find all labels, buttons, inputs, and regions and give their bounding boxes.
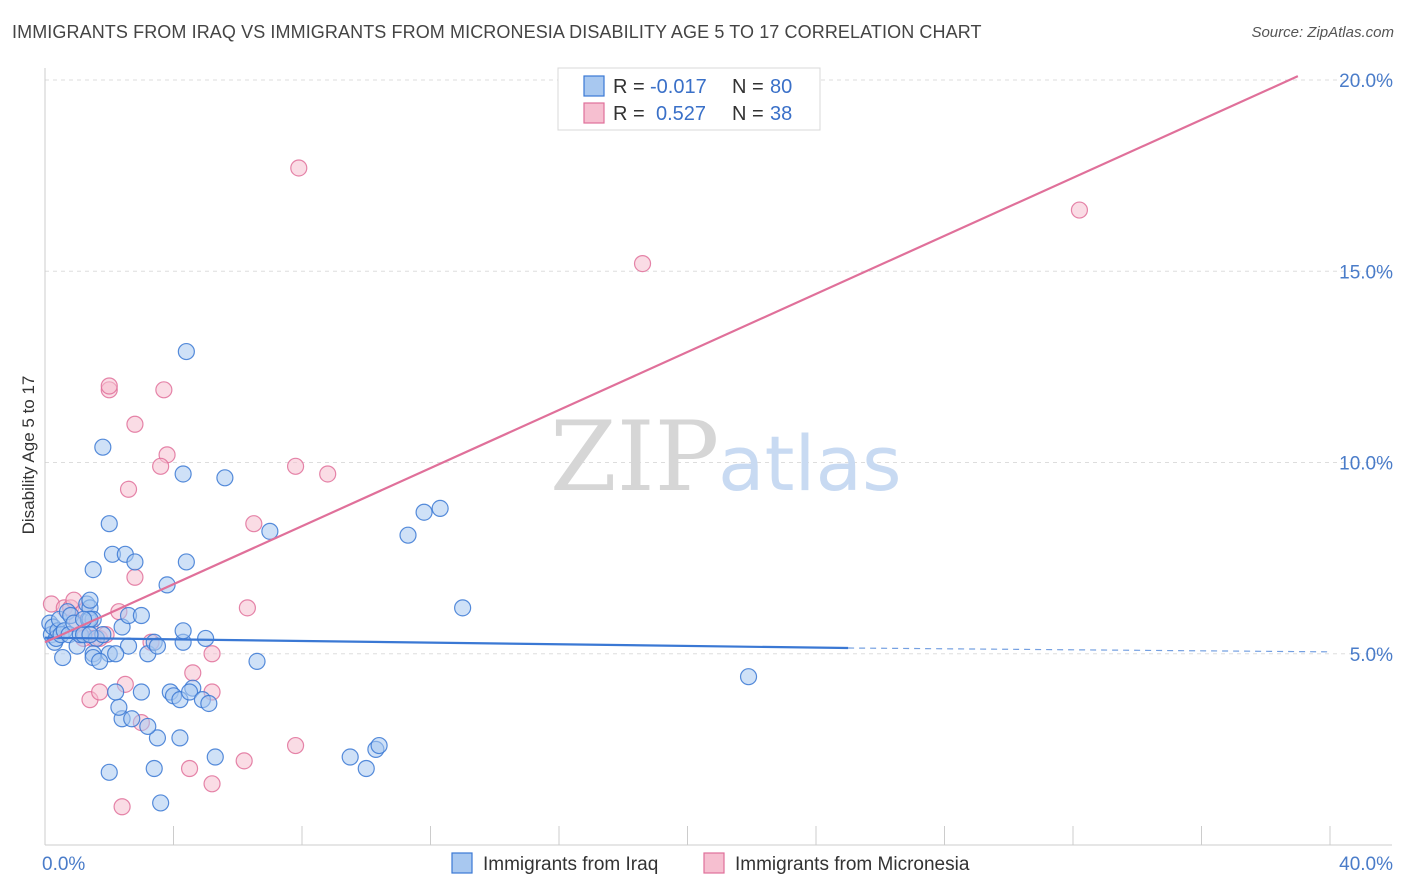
micronesia-point-15 (100, 377, 118, 395)
iraq-point-33 (100, 515, 118, 533)
legend-r-label-micronesia: R = (613, 103, 645, 125)
series-legend-label-iraq: Immigrants from Iraq (483, 854, 658, 875)
iraq-point-69 (248, 652, 266, 671)
iraq-point-36 (126, 553, 144, 571)
micronesia-point-34 (319, 465, 337, 483)
iraq-point-65 (100, 763, 118, 781)
legend-n-label-iraq: N = (732, 76, 764, 98)
iraq-point-53 (180, 683, 199, 701)
legend-n-value-micronesia: 38 (770, 103, 792, 125)
micronesia-point-35 (286, 736, 305, 755)
iraq-point-66 (152, 794, 170, 812)
legend-n-label-micronesia: N = (732, 103, 764, 125)
iraq-point-77 (454, 599, 472, 617)
stats-legend: R = -0.017 N = 80 R = 0.527 N = 38 (557, 67, 821, 131)
chart-source: Source: ZipAtlas.com (1251, 24, 1394, 41)
x-tick-label-1: 40.0% (1339, 854, 1393, 875)
iraq-point-62 (139, 717, 157, 736)
iraq-trend-line (44, 636, 849, 650)
chart-title: IMMIGRANTS FROM IRAQ VS IMMIGRANTS FROM … (12, 22, 982, 42)
iraq-point-63 (107, 683, 125, 701)
micronesia-point-17 (119, 480, 138, 498)
micronesia-point-21 (126, 568, 144, 586)
trend-lines (44, 75, 1331, 653)
legend-r-value-iraq: -0.017 (650, 76, 707, 98)
iraq-points (41, 342, 758, 812)
micronesia-point-39 (113, 798, 131, 816)
legend-r-value-micronesia: 0.527 (656, 103, 706, 125)
iraq-trend-extension (848, 647, 1331, 653)
y-tick-label-0: 5.0% (1350, 645, 1393, 666)
iraq-point-71 (174, 465, 192, 483)
iraq-point-39 (107, 645, 125, 663)
watermark-zip: ZIP (550, 401, 719, 513)
micronesia-point-37 (633, 255, 652, 273)
iraq-point-76 (431, 499, 449, 517)
iraq-point-48 (197, 629, 215, 648)
iraq-point-30 (91, 652, 109, 671)
iraq-point-58 (148, 729, 167, 747)
legend-swatch-micronesia (583, 102, 605, 124)
iraq-point-72 (177, 553, 195, 571)
micronesia-point-31 (238, 599, 256, 617)
series-legend-swatch-micronesia (703, 852, 725, 874)
iraq-point-64 (145, 759, 163, 778)
iraq-point-45 (148, 637, 167, 655)
micronesia-point-16 (126, 415, 144, 433)
iraq-point-78 (739, 668, 758, 686)
legend-swatch-iraq (583, 75, 605, 97)
iraq-point-81 (341, 748, 359, 766)
series-legend: Immigrants from Iraq Immigrants from Mic… (451, 852, 970, 875)
micronesia-trend-line (44, 75, 1299, 644)
iraq-point-22 (81, 591, 99, 609)
micronesia-point-36 (290, 159, 308, 177)
micronesia-point-23 (184, 664, 202, 682)
x-tick-label-0: 0.0% (42, 854, 85, 875)
iraq-point-67 (216, 469, 234, 487)
iraq-point-74 (399, 526, 417, 544)
iraq-point-31 (84, 560, 102, 579)
micronesia-point-20 (152, 457, 170, 475)
axes (44, 68, 1392, 846)
iraq-point-38 (132, 683, 150, 701)
y-tick-label-1: 10.0% (1339, 454, 1393, 475)
grid-layer (45, 79, 1392, 655)
iraq-point-61 (123, 710, 141, 728)
iraq-point-75 (415, 503, 433, 521)
micronesia-point-12 (91, 683, 109, 701)
micronesia-point-29 (203, 775, 221, 793)
iraq-point-82 (357, 759, 375, 778)
y-tick-label-3: 20.0% (1339, 71, 1393, 92)
iraq-point-32 (94, 438, 112, 456)
watermark-atlas: atlas (718, 419, 902, 508)
iraq-point-55 (200, 694, 218, 713)
iraq-point-68 (261, 522, 279, 540)
iraq-point-70 (177, 342, 195, 361)
tick-labels: 5.0% 10.0% 15.0% 20.0% 0.0% 40.0% (42, 71, 1393, 875)
y-tick-label-2: 15.0% (1339, 262, 1393, 283)
iraq-point-8 (54, 648, 72, 667)
series-legend-label-micronesia: Immigrants from Micronesia (735, 854, 970, 875)
micronesia-point-32 (245, 515, 263, 533)
watermark: ZIP atlas (550, 401, 902, 513)
micronesia-point-28 (180, 759, 199, 778)
micronesia-point-38 (1070, 201, 1089, 219)
micronesia-point-24 (203, 645, 221, 663)
y-axis-label: Disability Age 5 to 17 (19, 376, 38, 535)
iraq-point-47 (174, 622, 192, 640)
series-legend-swatch-iraq (451, 852, 473, 874)
iraq-point-60 (110, 698, 128, 716)
legend-r-label-iraq: R = (613, 76, 645, 98)
micronesia-point-18 (155, 381, 173, 399)
iraq-point-56 (206, 748, 224, 766)
micronesia-point-30 (235, 752, 253, 770)
iraq-point-57 (171, 729, 189, 747)
iraq-point-80 (370, 736, 388, 755)
legend-n-value-iraq: 80 (770, 76, 792, 98)
iraq-point-27 (81, 626, 99, 644)
micronesia-point-33 (286, 457, 305, 475)
iraq-point-42 (132, 606, 150, 625)
